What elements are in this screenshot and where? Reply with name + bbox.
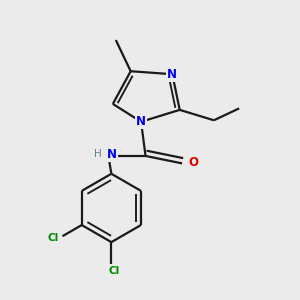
Text: N: N: [136, 115, 146, 128]
Text: Cl: Cl: [47, 233, 58, 243]
Text: H: H: [94, 149, 102, 160]
Text: Cl: Cl: [109, 266, 120, 276]
Text: N: N: [107, 148, 117, 161]
Text: N: N: [167, 68, 177, 81]
Text: O: O: [188, 156, 198, 169]
